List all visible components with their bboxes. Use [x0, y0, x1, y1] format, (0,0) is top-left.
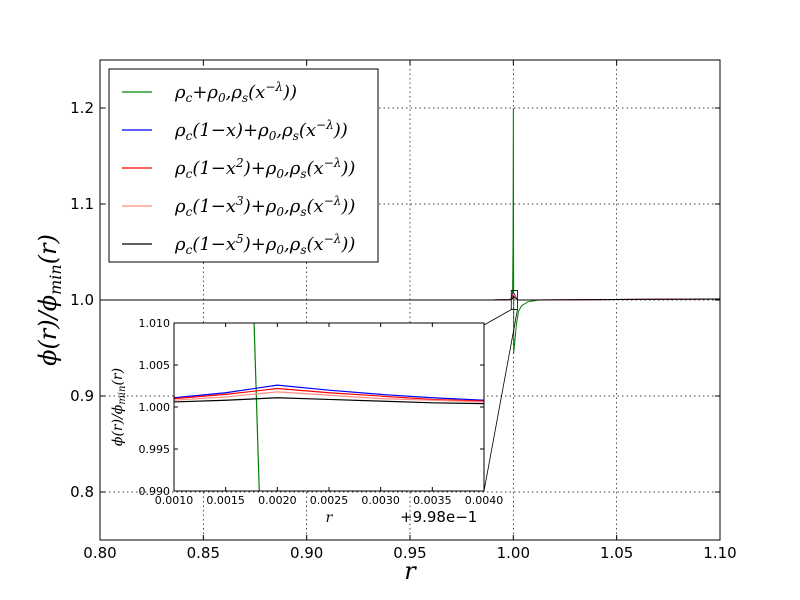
inset-x-tick-label: 0.0030 — [361, 494, 400, 507]
zoom-connector-line — [483, 309, 518, 492]
inset-x-tick-label: 0.0015 — [206, 494, 245, 507]
x-tick-label: 0.90 — [290, 544, 323, 562]
legend-label-3: ρc(1−x3)+ρ0,ρs(x−λ)) — [174, 194, 355, 219]
inset-series-line-0 — [253, 323, 260, 491]
x-tick-label: 0.80 — [83, 544, 116, 562]
inset-y-tick-label: 0.990 — [139, 485, 171, 498]
inset-x-axis-label: r — [326, 510, 334, 526]
inset-x-tick-label: 0.0010 — [155, 494, 194, 507]
main-series-line-4 — [100, 295, 720, 301]
legend-box — [108, 68, 379, 263]
inset-y-tick-label: 1.000 — [139, 401, 171, 414]
legend-label-0: ρc+ρ0,ρs(x−λ)) — [174, 80, 297, 105]
x-tick-label: 1.10 — [703, 544, 736, 562]
y-axis-label: ϕ(r)/ϕmin(r) — [34, 234, 65, 366]
inset-background — [174, 323, 484, 491]
inset-x-tick-label: 0.0040 — [465, 494, 504, 507]
x-axis-label: r — [404, 557, 417, 585]
inset-y-tick-label: 0.995 — [139, 443, 171, 456]
inset-series-line-2 — [174, 387, 484, 402]
legend-label-2: ρc(1−x2)+ρ0,ρs(x−λ)) — [174, 156, 355, 181]
inset-x-tick-label: 0.0020 — [258, 494, 297, 507]
inset-offset-label: +9.98e−1 — [400, 508, 477, 526]
x-tick-label: 0.85 — [187, 544, 220, 562]
x-tick-label: 0.95 — [393, 544, 426, 562]
inset-chart: 0.0010 0.0015 0.0020 0.0025 0.0030 0.0035 0.00… — [110, 309, 518, 526]
inset-series-line-4 — [174, 397, 484, 405]
inset-y-tick-label: 1.010 — [139, 317, 171, 330]
zoom-connector-line — [483, 309, 512, 326]
inset-x-tick-label: 0.0025 — [310, 494, 349, 507]
inset-x-tick-label: 0.0035 — [413, 494, 452, 507]
inset-series-line-1 — [174, 384, 484, 401]
legend-label-4: ρc(1−x5)+ρ0,ρs(x−λ)) — [174, 232, 355, 257]
inset-series-line-3 — [174, 391, 484, 403]
main-chart: 0.80 0.85 0.90 0.95 1.00 1.05 1.10 0.8 0.9 1.0 1.1… — [34, 59, 737, 585]
y-tick-label: 1.2 — [70, 99, 94, 117]
zoom-indicator-box — [510, 289, 518, 310]
y-tick-label: 0.9 — [70, 387, 94, 405]
legend-label-1: ρc(1−x)+ρ0,ρs(x−λ)) — [174, 118, 348, 143]
legend: ρc+ρ0,ρs(x−λ)) ρc(1−x)+ρ0,ρs(x−λ)) ρc(1−x2… — [108, 68, 379, 263]
inset-y-tick-label: 1.005 — [139, 359, 171, 372]
x-tick-label: 1.05 — [600, 544, 633, 562]
y-tick-label: 1.1 — [70, 195, 94, 213]
inset-y-axis-label: ϕ(r)/ϕmin(r) — [110, 368, 128, 446]
y-tick-label: 1.0 — [70, 291, 94, 309]
y-tick-label: 0.8 — [70, 483, 94, 501]
x-tick-label: 1.00 — [497, 544, 530, 562]
